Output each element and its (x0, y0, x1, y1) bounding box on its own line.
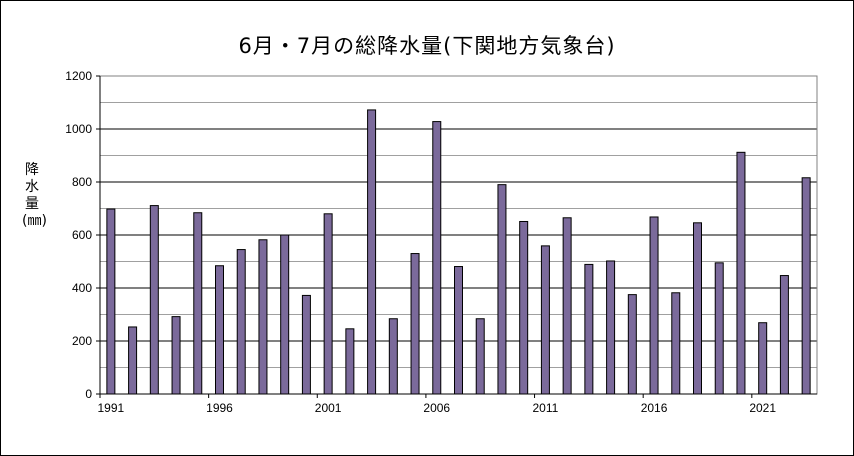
bar-2012 (562, 217, 572, 395)
y-tick-label: 1200 (65, 69, 92, 83)
x-tick-label: 1991 (98, 401, 125, 415)
bar-2023 (801, 177, 811, 395)
bar-2008 (475, 318, 485, 395)
x-tick-label: 2006 (423, 401, 450, 415)
bar-1993 (149, 205, 159, 395)
bar-2001 (323, 213, 333, 395)
y-tick-label: 600 (72, 228, 92, 242)
x-tick-label: 2021 (749, 401, 776, 415)
y-tick-label: 200 (72, 334, 92, 348)
bar-2000 (301, 294, 311, 395)
bar-2005 (410, 253, 420, 395)
y-tick-label: 400 (72, 281, 92, 295)
bar-1998 (258, 239, 268, 395)
bar-1991 (106, 208, 116, 395)
bar-2016 (649, 216, 659, 395)
x-tick-label: 2001 (315, 401, 342, 415)
bar-2014 (606, 260, 616, 395)
y-tick-label: 0 (85, 387, 92, 401)
bar-2021 (758, 322, 768, 395)
bar-1997 (236, 249, 246, 395)
bar-2002 (345, 328, 355, 395)
bar-2010 (519, 220, 529, 395)
bar-2022 (779, 275, 789, 395)
bar-1995 (193, 212, 203, 395)
bar-2019 (714, 262, 724, 395)
bar-2004 (388, 318, 398, 395)
bar-2017 (671, 292, 681, 395)
bar-2020 (736, 151, 746, 395)
x-tick-label: 1996 (206, 401, 233, 415)
bar-1994 (171, 316, 181, 395)
bar-2003 (367, 109, 377, 395)
bar-1999 (280, 234, 290, 395)
x-tick-label: 2011 (533, 401, 559, 415)
y-tick-label: 1000 (65, 122, 92, 136)
y-tick-label: 800 (72, 175, 92, 189)
bar-2018 (693, 222, 702, 395)
bar-2011 (540, 245, 550, 395)
bar-1992 (128, 326, 138, 395)
bar-2009 (497, 184, 507, 395)
y-axis-label: 降水量(㎜) (22, 162, 47, 229)
bar-2007 (454, 266, 463, 395)
bar-2006 (432, 121, 442, 395)
x-tick-label: 2016 (641, 401, 668, 415)
chart-title: 6月・7月の総降水量(下関地方気象台) (238, 34, 616, 58)
bar-2015 (627, 294, 637, 395)
bar-1996 (215, 265, 224, 395)
bar-2013 (584, 263, 594, 395)
